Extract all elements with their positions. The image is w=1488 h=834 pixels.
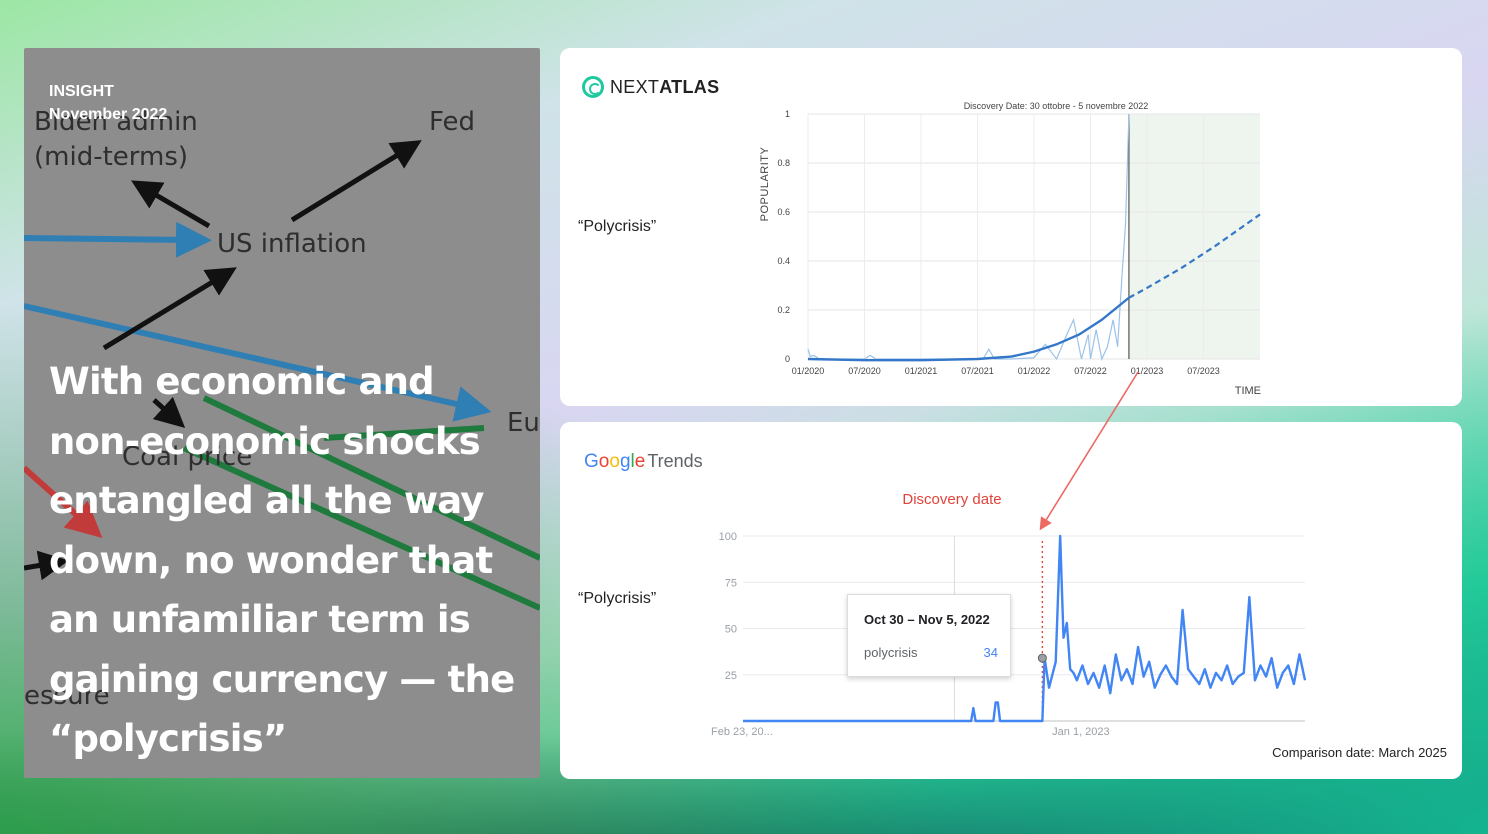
forecast-shaded-region	[1128, 114, 1260, 359]
diagram-label-eu: Eu	[507, 408, 540, 438]
chart-tooltip: Oct 30 – Nov 5, 2022 polycrisis 34	[847, 594, 1011, 677]
insight-tag: INSIGHT	[49, 83, 114, 100]
nextatlas-brand: NEXTATLAS	[582, 76, 719, 98]
comparison-date-note: Comparison date: March 2025	[1272, 745, 1447, 760]
na-x-tick-label: 07/2020	[848, 366, 881, 376]
diagram-label-biden: Biden admin	[34, 107, 198, 137]
nextatlas-term-label: “Polycrisis”	[578, 218, 657, 235]
na-x-tick-label: 07/2022	[1074, 366, 1107, 376]
na-x-tick-label: 01/2020	[792, 366, 825, 376]
diagram-label-fed: Fed	[429, 107, 475, 137]
na-x-tick-label: 07/2021	[961, 366, 994, 376]
insight-card: Biden admin (mid-terms) Fed US inflation…	[24, 48, 540, 778]
na-y-tick-label: 0.6	[777, 207, 790, 217]
insight-quote: With economic and non-economic shocks en…	[49, 360, 515, 760]
google-trends-card: Google Trends “Polycrisis” 25 50 75 100 Feb 2…	[560, 422, 1462, 779]
na-y-tick-label: 0.4	[777, 256, 790, 266]
gt-y-tick-label: 50	[725, 624, 737, 636]
tooltip-value: 34	[983, 645, 998, 660]
na-y-axis-label: POPULARITY	[759, 146, 771, 221]
gt-hover-point	[1037, 653, 1047, 663]
diagram-label-us-inflation: US inflation	[217, 229, 367, 259]
nextatlas-popularity-chart: 0 0.2 0.4 0.6 0.8 1 01/2020 07/2020 01/2021 07/20…	[759, 101, 1261, 397]
na-x-tick-label: 01/2021	[905, 366, 938, 376]
nextatlas-card: NEXTATLAS “Polycrisis” 0 0.2 0.4 0.6 0.8 1 01/…	[560, 48, 1462, 406]
gt-x-tick-label: Feb 23, 20...	[711, 726, 773, 738]
na-x-tick-label: 01/2023	[1131, 366, 1164, 376]
na-y-tick-label: 0.2	[777, 305, 790, 315]
gt-x-tick-label: Jan 1, 2023	[1052, 726, 1110, 738]
na-y-tick-label: 0	[785, 354, 790, 364]
insight-header: INSIGHT November 2022	[49, 80, 167, 126]
na-series-forecast-dashed	[1128, 213, 1261, 299]
google-trends-chart: 25 50 75 100 Feb 23, 20... Jan 1, 2023 Discove…	[711, 491, 1307, 738]
na-y-tick-label: 0.8	[777, 158, 790, 168]
diagram-label-pressure: essure	[24, 681, 110, 711]
tooltip-term: polycrisis	[864, 645, 918, 660]
na-chart-title: Discovery Date: 30 ottobre - 5 novembre …	[964, 101, 1149, 111]
nextatlas-wordmark: NEXTATLAS	[610, 76, 720, 97]
na-x-axis-label: TIME	[1235, 385, 1261, 397]
background-causal-diagram: Biden admin (mid-terms) Fed US inflation…	[24, 107, 540, 711]
na-series-thin-raw	[807, 113, 1130, 361]
gt-y-tick-label: 75	[725, 577, 737, 589]
google-trends-brand: Google Trends	[584, 451, 703, 472]
google-term-label: “Polycrisis”	[578, 590, 657, 607]
na-x-tick-label: 07/2023	[1187, 366, 1220, 376]
gt-y-tick-label: 25	[725, 670, 737, 682]
na-y-tick-label: 1	[785, 109, 790, 119]
gt-y-tick-label: 100	[719, 531, 737, 543]
tooltip-date: Oct 30 – Nov 5, 2022	[864, 612, 990, 627]
gt-discovery-label: Discovery date	[902, 491, 1001, 508]
insight-date: November 2022	[49, 106, 168, 123]
diagram-label-coal-price: Coal price	[122, 442, 252, 472]
na-series-trend	[807, 296, 1130, 362]
diagram-label-midterms: (mid-terms)	[34, 142, 188, 172]
nextatlas-logo-icon	[582, 76, 604, 98]
na-x-tick-label: 01/2022	[1018, 366, 1051, 376]
